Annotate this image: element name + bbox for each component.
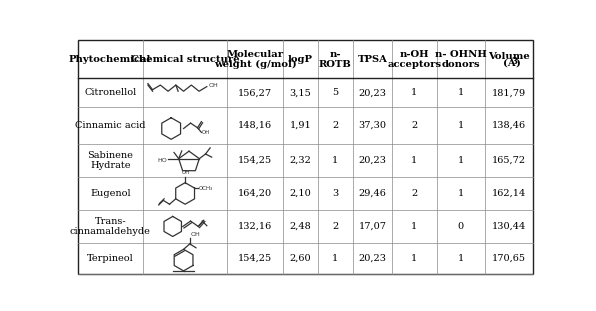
- Text: 165,72: 165,72: [492, 156, 526, 165]
- Text: 1: 1: [411, 254, 418, 263]
- Text: 5: 5: [332, 88, 339, 97]
- Text: Sabinene
Hydrate: Sabinene Hydrate: [87, 151, 133, 170]
- Text: 20,23: 20,23: [358, 156, 386, 165]
- Text: OH: OH: [202, 130, 210, 135]
- Text: 2: 2: [411, 121, 418, 130]
- Text: OH: OH: [182, 170, 190, 175]
- Text: 1: 1: [458, 88, 464, 97]
- Text: Volume: Volume: [488, 52, 530, 61]
- Text: 3,15: 3,15: [290, 88, 311, 97]
- Text: OH: OH: [209, 83, 218, 88]
- Text: 1: 1: [458, 156, 464, 165]
- Text: Eugenol: Eugenol: [90, 189, 131, 198]
- Text: 162,14: 162,14: [492, 189, 526, 198]
- Text: 132,16: 132,16: [238, 222, 272, 231]
- Text: 148,16: 148,16: [238, 121, 272, 130]
- Text: 2: 2: [332, 121, 339, 130]
- Text: 2,48: 2,48: [290, 222, 311, 231]
- Text: Cinnamic acid: Cinnamic acid: [75, 121, 145, 130]
- Text: 2,32: 2,32: [290, 156, 311, 165]
- Text: 37,30: 37,30: [358, 121, 386, 130]
- Text: 17,07: 17,07: [358, 222, 386, 231]
- Text: 2: 2: [332, 222, 339, 231]
- Text: 1: 1: [458, 189, 464, 198]
- Text: 20,23: 20,23: [358, 254, 386, 263]
- Text: 1: 1: [458, 254, 464, 263]
- Text: 1: 1: [411, 88, 418, 97]
- Text: 1: 1: [411, 156, 418, 165]
- Text: (A: (A: [503, 59, 516, 68]
- Text: 2: 2: [411, 189, 418, 198]
- Text: 154,25: 154,25: [238, 254, 272, 263]
- Text: 130,44: 130,44: [492, 222, 526, 231]
- Text: 1: 1: [458, 121, 464, 130]
- Text: n-
ROTB: n- ROTB: [319, 49, 352, 69]
- Text: 20,23: 20,23: [358, 88, 386, 97]
- Text: 1: 1: [332, 254, 339, 263]
- Text: OH: OH: [191, 232, 200, 237]
- Text: 3: 3: [511, 57, 517, 66]
- Text: 164,20: 164,20: [238, 189, 272, 198]
- Text: 3: 3: [332, 189, 339, 198]
- Text: OCH₃: OCH₃: [198, 186, 213, 191]
- Text: Citronellol: Citronellol: [84, 88, 136, 97]
- Text: 138,46: 138,46: [492, 121, 526, 130]
- Text: Chemical structure: Chemical structure: [131, 55, 240, 64]
- Text: 170,65: 170,65: [492, 254, 526, 263]
- Text: 29,46: 29,46: [358, 189, 386, 198]
- Text: Molecular
weight (g/mol): Molecular weight (g/mol): [214, 49, 297, 69]
- Text: ): ): [515, 59, 520, 68]
- Text: Phytochemical: Phytochemical: [69, 55, 151, 64]
- Text: 0: 0: [458, 222, 464, 231]
- Text: 1: 1: [411, 222, 418, 231]
- Text: n-OH
acceptors: n-OH acceptors: [387, 49, 442, 69]
- Text: n- OHNH
donors: n- OHNH donors: [435, 49, 487, 69]
- Text: Terpineol: Terpineol: [87, 254, 134, 263]
- Text: 2,10: 2,10: [290, 189, 311, 198]
- Text: 181,79: 181,79: [492, 88, 526, 97]
- Text: TPSA: TPSA: [358, 55, 387, 64]
- Text: 156,27: 156,27: [238, 88, 272, 97]
- Text: Trans-
cinnamaldehyde: Trans- cinnamaldehyde: [70, 217, 151, 236]
- Text: 2,60: 2,60: [290, 254, 311, 263]
- Text: 154,25: 154,25: [238, 156, 272, 165]
- Text: HO: HO: [157, 158, 167, 163]
- Text: logP: logP: [288, 55, 313, 64]
- Text: 1,91: 1,91: [290, 121, 311, 130]
- Text: 1: 1: [332, 156, 339, 165]
